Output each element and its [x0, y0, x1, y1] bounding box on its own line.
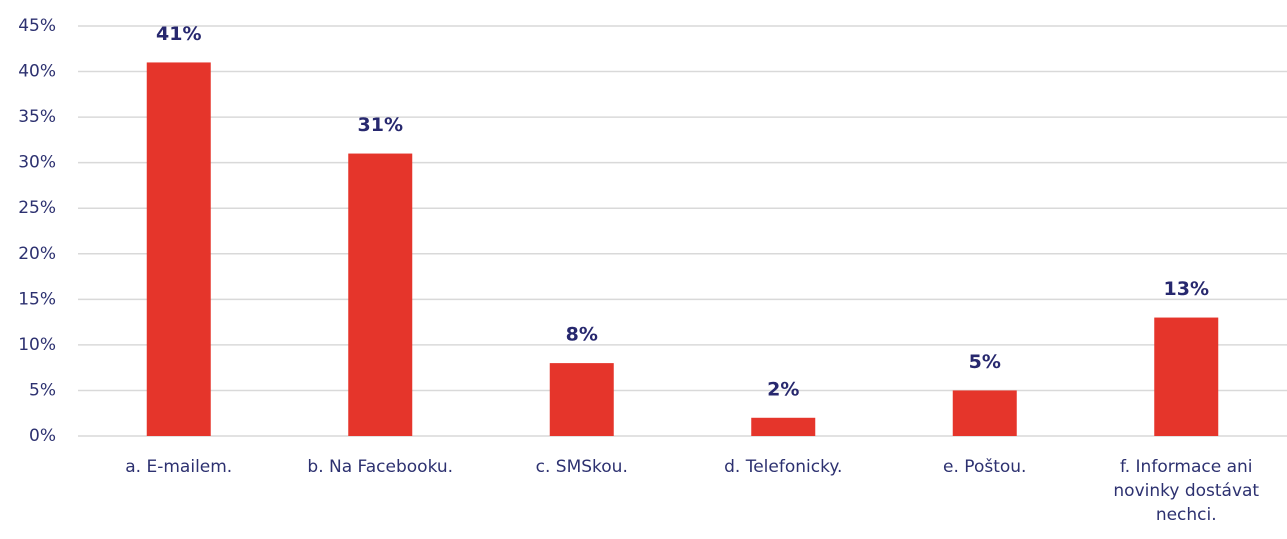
bar: [146, 62, 211, 436]
x-tick-label: b. Na Facebooku.: [307, 457, 454, 477]
data-label: 2%: [767, 378, 799, 400]
y-tick-label: 35%: [18, 107, 56, 127]
x-tick-label: f. Informace ani novinky dostávat nechci…: [1113, 457, 1260, 525]
y-tick-label: 5%: [29, 380, 56, 400]
y-tick-label: 40%: [18, 62, 56, 82]
x-tick-label: c. SMSkou.: [535, 457, 628, 477]
y-tick-label: 45%: [18, 16, 56, 36]
bar: [348, 153, 413, 437]
x-tick-label: d. Telefonicky.: [724, 457, 843, 477]
bar: [751, 417, 816, 436]
x-tick-label: a. E-mailem.: [125, 457, 233, 477]
y-tick-label: 0%: [29, 426, 56, 446]
data-label: 8%: [566, 324, 598, 346]
y-tick-label: 20%: [18, 244, 56, 264]
y-tick-label: 15%: [18, 289, 56, 309]
y-tick-label: 25%: [18, 198, 56, 218]
data-label: 41%: [156, 23, 201, 45]
bar: [952, 390, 1017, 436]
bar: [1154, 317, 1219, 436]
y-tick-label: 30%: [18, 153, 56, 173]
x-tick-label: e. Poštou.: [943, 457, 1027, 477]
y-tick-label: 10%: [18, 335, 56, 355]
data-label: 31%: [358, 114, 403, 136]
data-label: 5%: [969, 351, 1001, 373]
bar: [549, 363, 614, 436]
data-label: 13%: [1164, 278, 1209, 300]
